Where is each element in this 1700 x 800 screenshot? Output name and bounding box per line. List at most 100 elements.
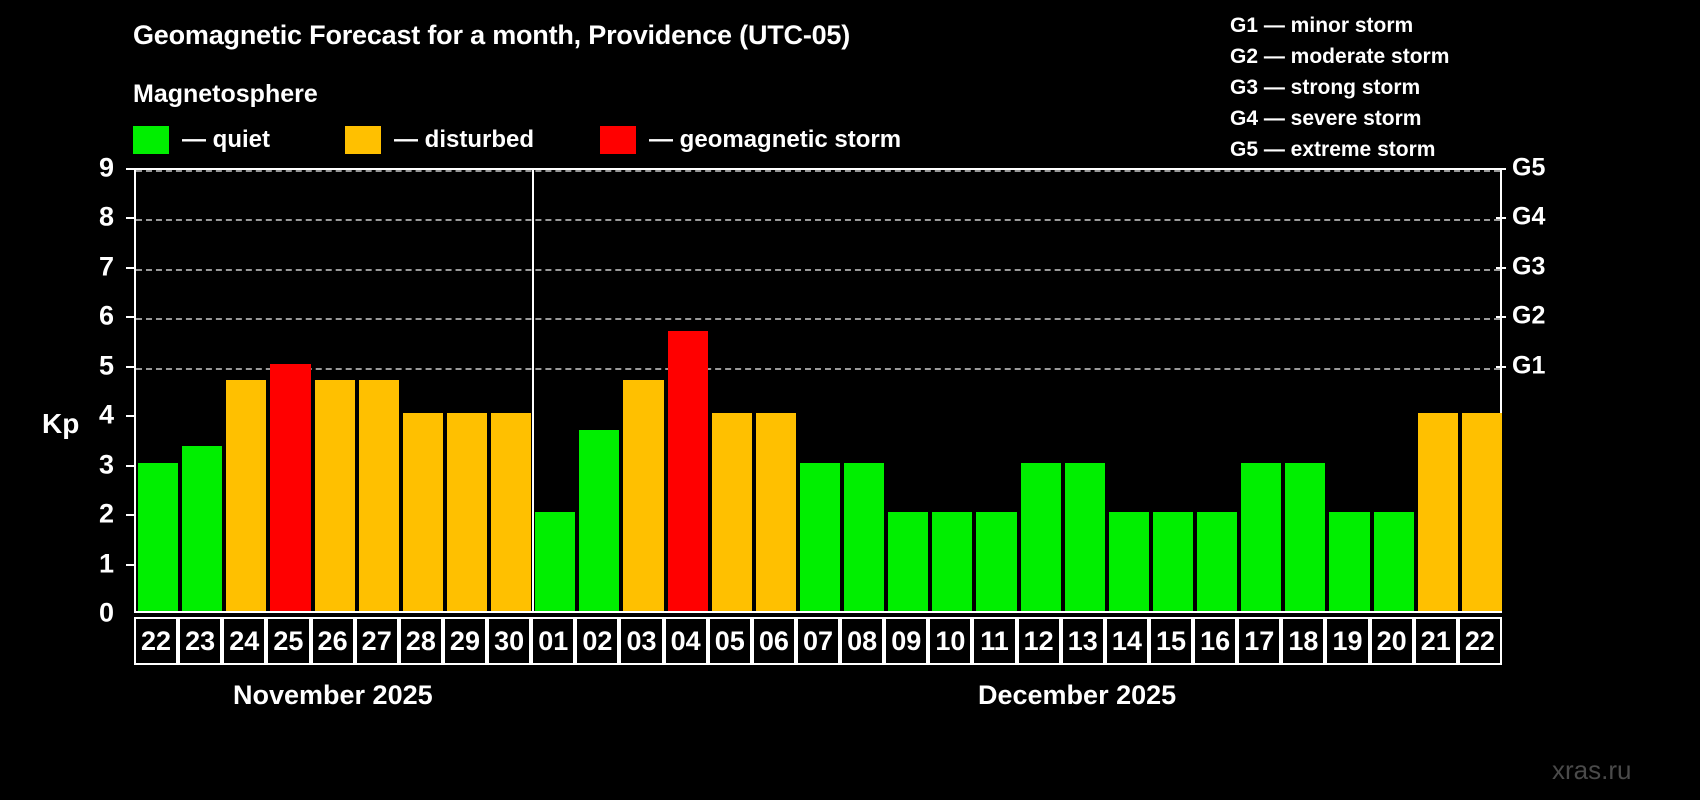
bar-22[interactable] [138,462,179,611]
bar-26[interactable] [314,380,355,611]
day-label-14[interactable]: 14 [1104,617,1149,665]
legend-entry-quiet: — quiet [133,126,270,154]
day-label-25[interactable]: 25 [266,617,311,665]
y-tick-label-8: 8 [98,201,114,232]
day-label-16[interactable]: 16 [1193,617,1238,665]
g-axis-label-G1: G1 [1512,351,1546,380]
day-label-20[interactable]: 20 [1369,617,1414,665]
bar-21[interactable] [1417,413,1458,611]
day-label-03[interactable]: 03 [619,617,664,665]
bar-22[interactable] [1461,413,1502,611]
y-tick-mark-1 [126,563,136,566]
y-tick-label-0: 0 [98,597,114,628]
day-label-22[interactable]: 22 [134,617,179,665]
color-legend: — quiet — disturbed — geomagnetic storm [133,126,901,154]
bar-27[interactable] [358,380,399,611]
day-label-02[interactable]: 02 [575,617,620,665]
bar-13[interactable] [1064,462,1105,611]
bar-24[interactable] [226,380,267,611]
day-label-15[interactable]: 15 [1148,617,1194,665]
day-label-19[interactable]: 19 [1325,617,1370,665]
y-axis-ticks [126,168,136,650]
day-label-30[interactable]: 30 [487,617,532,665]
legend-swatch-storm-icon [600,126,637,154]
bar-30[interactable] [491,413,532,611]
y-tick-mark-9 [126,168,136,170]
page-title: Geomagnetic Forecast for a month, Provid… [133,20,851,50]
day-label-27[interactable]: 27 [354,617,399,665]
bars-layer [136,170,1502,611]
gridline-kp-9 [136,170,1500,172]
bar-14[interactable] [1108,512,1149,611]
day-label-01[interactable]: 01 [531,617,576,665]
bar-29[interactable] [446,413,488,611]
bar-17[interactable] [1241,462,1282,611]
day-label-21[interactable]: 21 [1413,617,1458,665]
legend-label-disturbed: — disturbed [394,126,535,153]
bar-23[interactable] [182,446,223,611]
g-tick-mark-G2 [1496,316,1506,319]
bar-15[interactable] [1152,512,1194,611]
bar-20[interactable] [1373,512,1414,611]
bar-19[interactable] [1329,512,1370,611]
y-tick-mark-8 [126,217,136,220]
y-tick-label-6: 6 [98,300,114,331]
bar-10[interactable] [932,512,973,611]
y-tick-label-3: 3 [98,449,114,480]
bar-08[interactable] [844,462,885,611]
legend-swatch-disturbed-icon [345,126,381,154]
day-label-22[interactable]: 22 [1457,617,1502,665]
bar-25[interactable] [270,363,311,611]
day-label-26[interactable]: 26 [310,617,355,665]
bar-07[interactable] [799,462,841,611]
gridline-kp-5 [136,367,1500,370]
y-tick-mark-5 [126,365,136,368]
day-label-05[interactable]: 05 [707,617,752,665]
y-tick-label-7: 7 [98,251,114,282]
bar-11[interactable] [976,512,1017,611]
bar-12[interactable] [1020,462,1061,611]
day-label-04[interactable]: 04 [663,617,708,665]
y-tick-label-4: 4 [98,399,114,430]
legend-entry-disturbed: — disturbed [345,126,534,154]
plot-frame [134,168,1502,613]
g-tick-mark-G3 [1496,266,1506,269]
day-label-18[interactable]: 18 [1281,617,1326,665]
day-label-12[interactable]: 12 [1016,617,1061,665]
bar-01[interactable] [535,512,576,611]
g-tick-mark-G4 [1496,217,1506,220]
bar-05[interactable] [711,413,752,611]
bar-02[interactable] [579,429,620,611]
day-label-28[interactable]: 28 [398,617,443,665]
g-axis-label-G2: G2 [1512,301,1546,330]
y-axis-labels: 0 1 2 3 4 5 6 7 8 9 [84,153,114,650]
day-label-11[interactable]: 11 [972,617,1017,665]
x-axis-day-labels: 22 23 24 25 26 27 28 29 30 01 02 03 04 05 06 07 08 09 10 11… [134,617,1502,665]
bar-04[interactable] [667,330,708,611]
day-label-13[interactable]: 13 [1060,617,1105,665]
day-label-23[interactable]: 23 [178,617,223,665]
y-tick-label-1: 1 [98,548,114,579]
magnetosphere-label: Magnetosphere [133,80,318,108]
y-tick-label-2: 2 [98,498,114,529]
day-label-29[interactable]: 29 [442,617,488,665]
day-label-06[interactable]: 06 [751,617,796,665]
day-label-08[interactable]: 08 [840,617,885,665]
day-label-09[interactable]: 09 [884,617,929,665]
bar-18[interactable] [1285,462,1326,611]
day-label-10[interactable]: 10 [928,617,973,665]
day-label-24[interactable]: 24 [222,617,267,665]
y-tick-mark-7 [126,266,136,269]
bar-28[interactable] [402,413,443,611]
y-axis-title: Kp [42,408,80,439]
day-label-17[interactable]: 17 [1237,617,1282,665]
month-caption-november: November 2025 [233,680,433,710]
bar-09[interactable] [888,512,929,611]
bar-16[interactable] [1197,512,1238,611]
bar-06[interactable] [755,413,796,611]
bar-03[interactable] [623,380,664,611]
g-scale-row-3: G3 — strong storm [1230,76,1421,99]
day-label-07[interactable]: 07 [795,617,841,665]
y-tick-label-9: 9 [98,152,114,183]
